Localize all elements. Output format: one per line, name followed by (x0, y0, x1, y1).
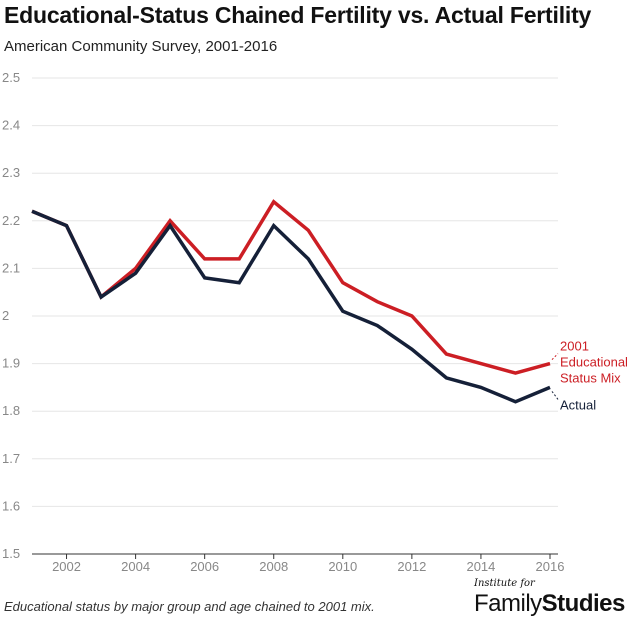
series-label: Educational (560, 355, 628, 370)
series-line-1 (31, 209, 551, 404)
y-tick-label: 2.1 (2, 260, 20, 275)
brand-logo-name: FamilyStudies (474, 590, 625, 618)
y-tick-label: 2 (2, 308, 9, 323)
x-tick-label: 2014 (466, 559, 495, 574)
x-tick-label: 2006 (190, 559, 219, 574)
y-tick-label: 2.3 (2, 165, 20, 180)
x-tick-label: 2016 (536, 559, 565, 574)
x-tick-label: 2008 (259, 559, 288, 574)
brand-logo-family: Family (474, 590, 542, 617)
series-label: Actual (560, 397, 596, 412)
y-tick-label: 1.9 (2, 356, 20, 371)
series-label-leader (551, 353, 559, 360)
brand-logo: Institute for FamilyStudies (474, 578, 634, 622)
footnote: Educational status by major group and ag… (4, 599, 375, 614)
y-tick-label: 1.6 (2, 498, 20, 513)
brand-logo-small-text: Institute for (474, 578, 535, 589)
line-chart: 2.5 2.4 2.3 2.2 2.1 2 1.9 1.8 1.7 1.6 1.5 2002 2004 2… (2, 70, 628, 574)
series-line-0 (31, 199, 551, 375)
series-label-leader (551, 391, 559, 400)
brand-logo-studies: Studies (541, 590, 626, 617)
series-label: 2001 (560, 339, 589, 354)
y-tick-label: 1.7 (2, 451, 20, 466)
chart-title: Educational-Status Chained Fertility vs.… (4, 2, 592, 28)
y-tick-label: 1.5 (2, 546, 20, 561)
x-tick-label: 2012 (397, 559, 426, 574)
series-label: Status Mix (560, 371, 621, 386)
x-tick-label: 2002 (52, 559, 81, 574)
y-tick-label: 1.8 (2, 403, 20, 418)
x-tick-label: 2010 (328, 559, 357, 574)
chart-subtitle: American Community Survey, 2001-2016 (4, 38, 278, 55)
y-tick-label: 2.4 (2, 118, 20, 133)
y-tick-label: 2.2 (2, 213, 20, 228)
x-tick-label: 2004 (121, 559, 150, 574)
y-tick-label: 2.5 (2, 70, 20, 85)
